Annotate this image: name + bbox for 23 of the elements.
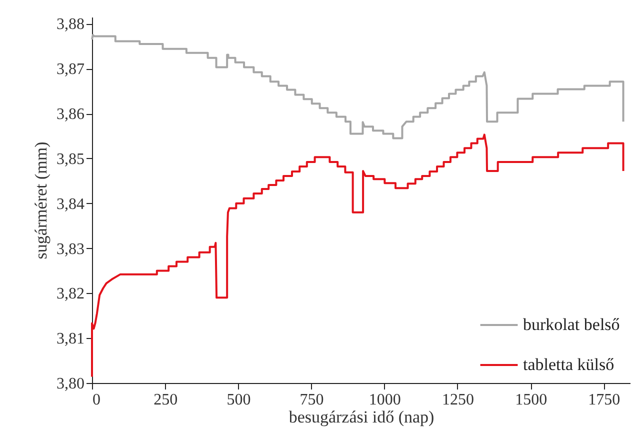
y-tick-label: 3,83 [56, 240, 84, 258]
y-tick-label: 3,88 [56, 16, 84, 34]
y-tick-label: 3,84 [56, 196, 84, 213]
legend-label: tabletta külső [523, 355, 614, 374]
y-tick-label: 3,81 [56, 330, 84, 348]
x-tick-label: 0 [92, 392, 100, 408]
y-tick-label: 3,82 [56, 286, 84, 303]
y-tick-label: 3,80 [56, 376, 84, 392]
x-tick-label: 250 [154, 392, 178, 408]
x-tick-label: 500 [226, 392, 251, 408]
x-tick-label: 1000 [368, 392, 401, 408]
x-axis-title: besugárzási idő (nap) [288, 408, 434, 426]
y-axis-title: sugárméret (mm) [32, 142, 50, 260]
legend-label: burkolat belső [523, 315, 620, 334]
x-tick-label: 1750 [588, 392, 620, 408]
line-series [91, 134, 624, 378]
y-tick-label: 3,86 [56, 106, 84, 124]
x-tick-label: 750 [300, 392, 324, 408]
y-tick-label: 3,87 [56, 61, 84, 78]
y-tick-label: 3,85 [56, 150, 84, 168]
x-tick-label: 1250 [442, 392, 474, 408]
line-series [91, 34, 624, 140]
x-tick-label: 1500 [515, 392, 548, 408]
